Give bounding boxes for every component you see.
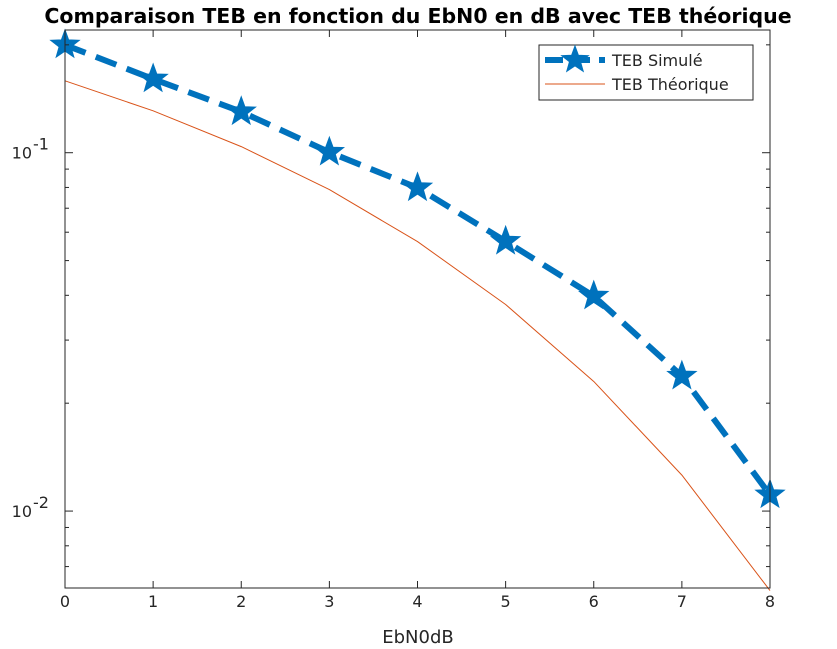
x-tick-label: 2 (236, 592, 246, 611)
y-tick-label: 10 (12, 502, 32, 521)
data-point-star (401, 171, 434, 202)
legend-swatch-star (560, 44, 590, 73)
data-point-star (137, 62, 169, 93)
series-line-2 (64, 80, 771, 591)
x-tick-label: 4 (412, 592, 422, 611)
x-tick-label: 7 (677, 592, 687, 611)
x-tick-label: 1 (148, 592, 158, 611)
x-tick-label: 3 (324, 592, 334, 611)
x-tick-label: 6 (589, 592, 599, 611)
x-tick-label: 5 (501, 592, 511, 611)
x-tick-label: 0 (60, 592, 70, 611)
y-tick-label: 10 (12, 144, 32, 163)
data-point-star (578, 279, 610, 310)
plot-area (65, 30, 770, 588)
chart-title: Comparaison TEB en fonction du EbN0 en d… (44, 4, 791, 28)
series-layer (49, 28, 786, 591)
legend-label-1: TEB Simulé (611, 51, 703, 70)
x-tick-label: 8 (765, 592, 775, 611)
x-axis-label: EbN0dB (382, 627, 454, 648)
data-point-star (489, 224, 522, 255)
legend-label-2: TEB Théorique (611, 75, 729, 94)
plot-background (65, 30, 770, 588)
axes-layer: 0 1 2 3 4 5 6 7 810-110-2 (12, 29, 775, 611)
data-point-star (666, 359, 698, 390)
legend: TEB Simulé TEB Théorique (538, 44, 754, 101)
y-tick-exponent: -1 (33, 135, 49, 154)
data-point-star (225, 95, 257, 126)
y-tick-exponent: -2 (33, 493, 49, 512)
data-point-star (313, 135, 346, 166)
